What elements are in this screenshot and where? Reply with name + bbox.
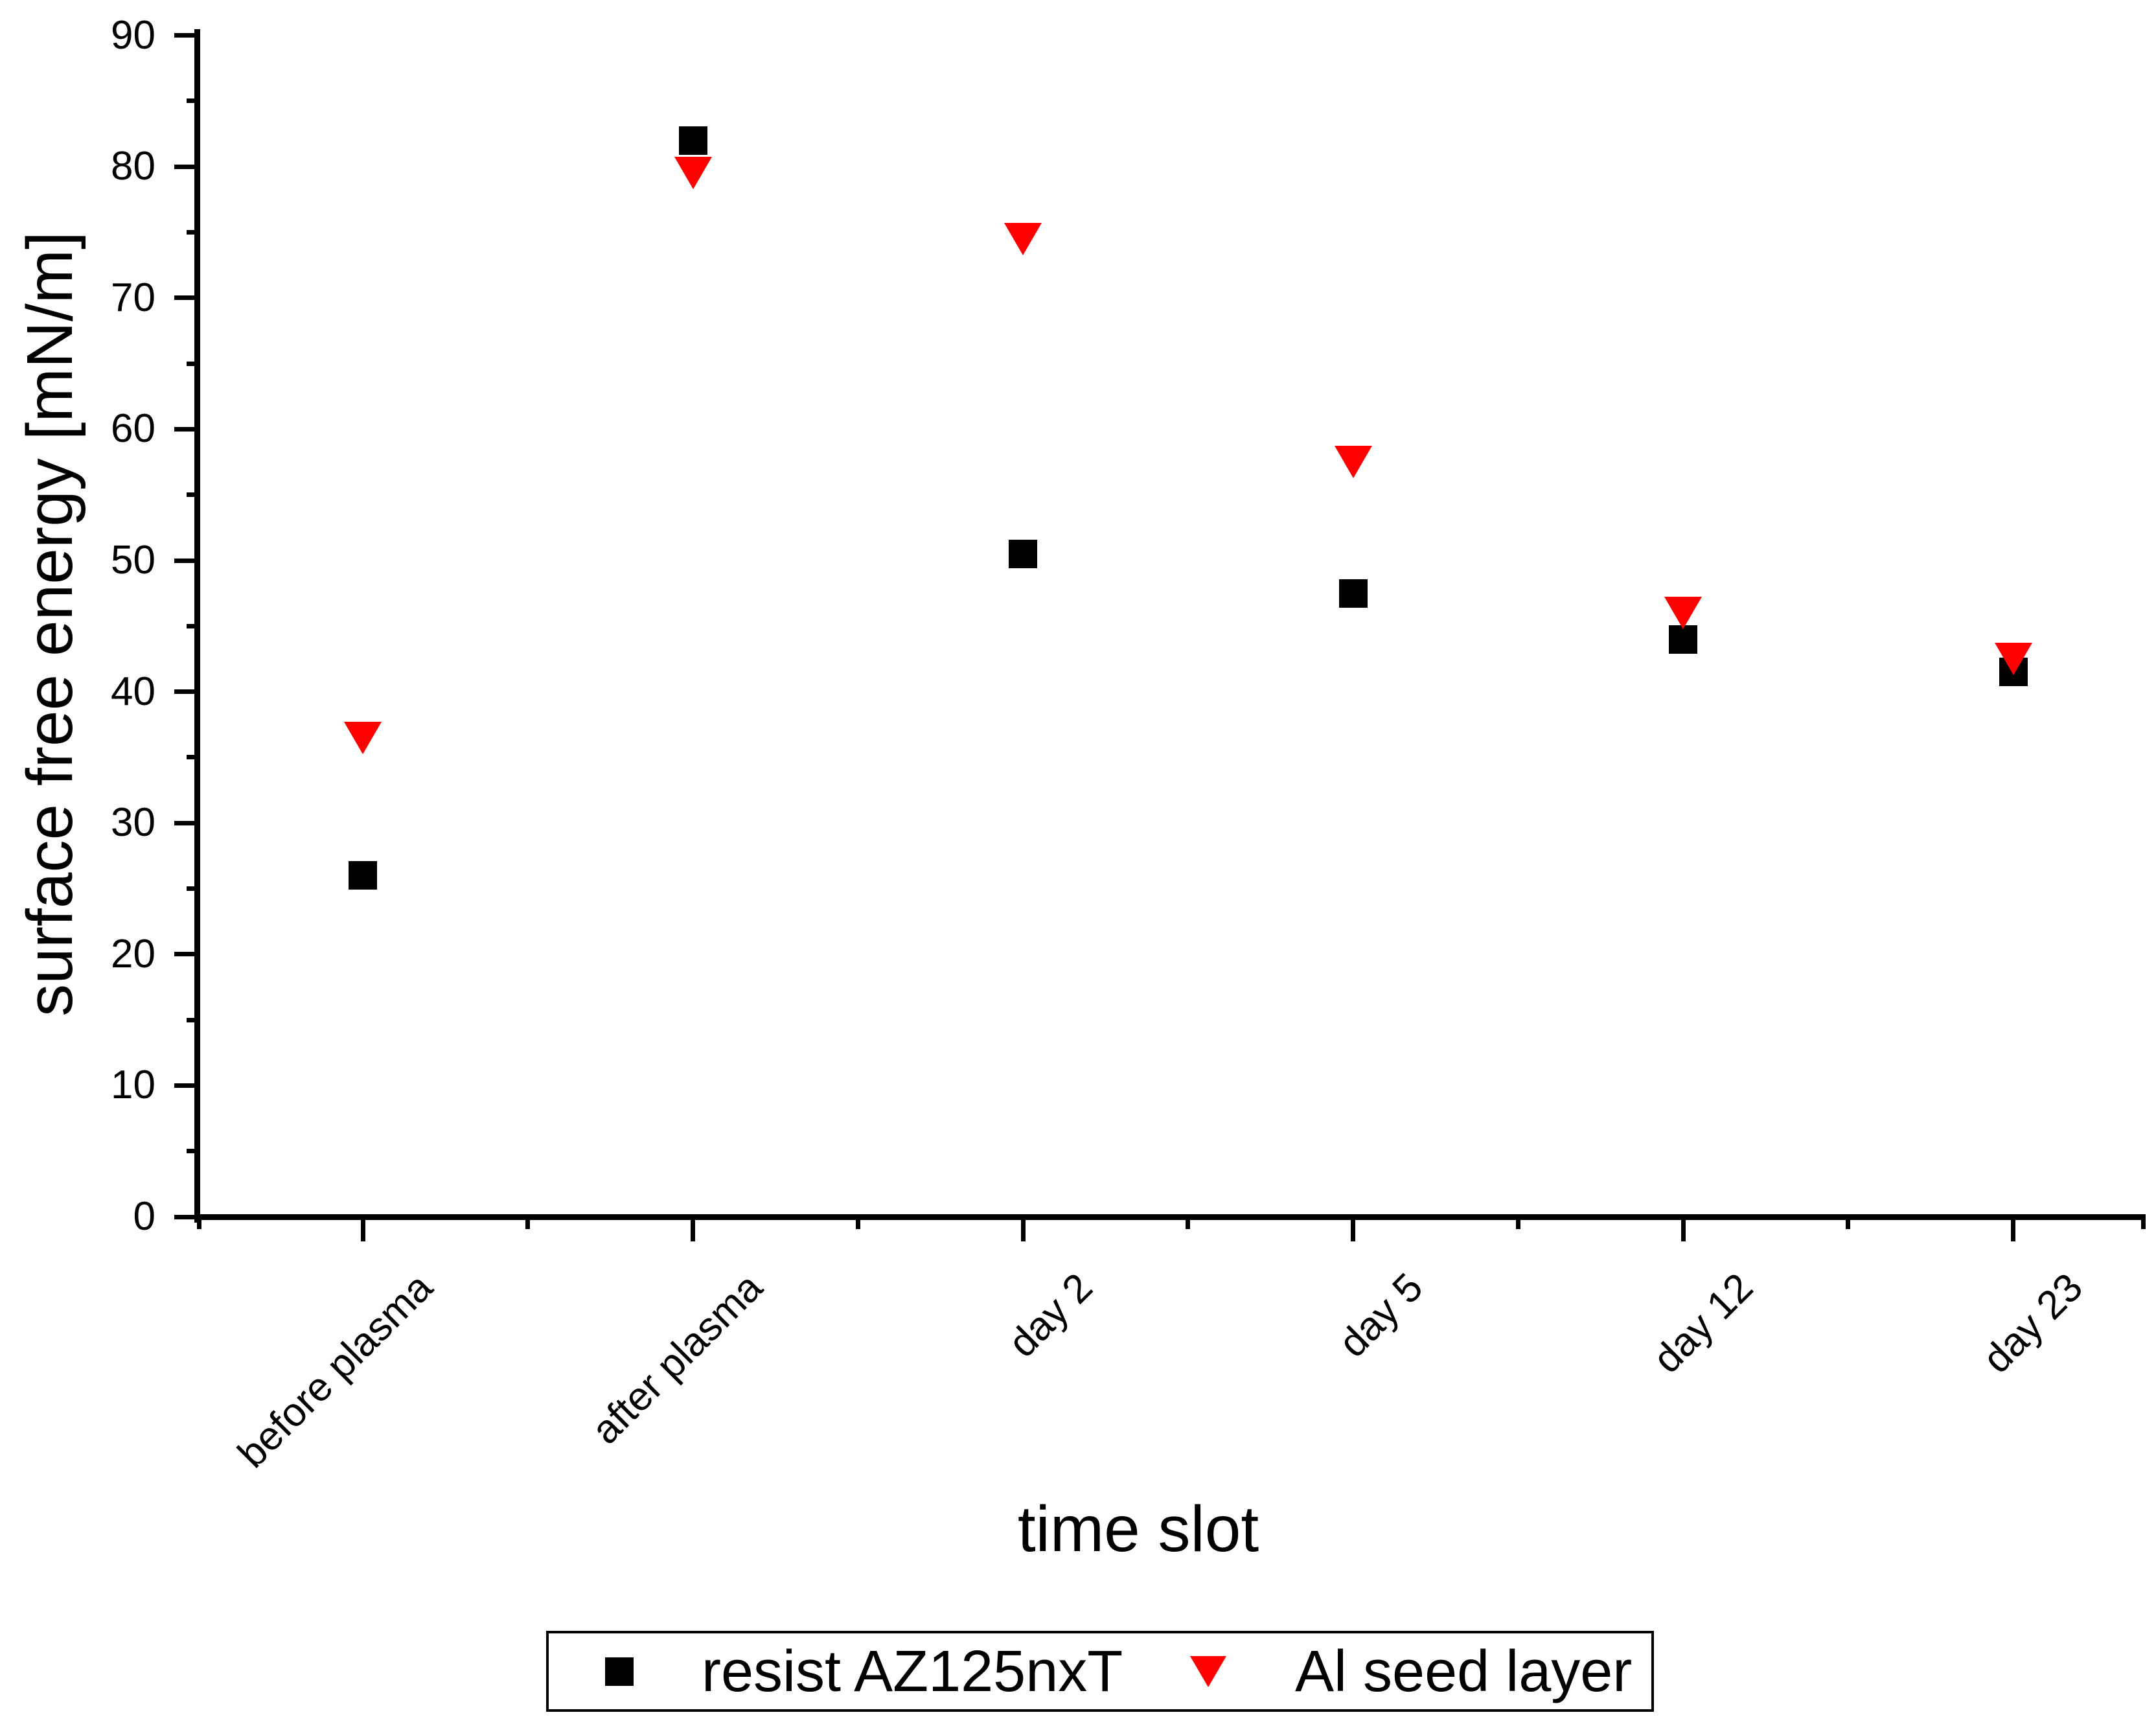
x-minor-tick — [525, 1219, 531, 1229]
x-category-label: after plasma — [583, 1265, 772, 1453]
y-minor-tick — [187, 755, 198, 760]
x-minor-tick — [2140, 1219, 2146, 1229]
y-minor-tick — [187, 623, 198, 628]
y-minor-tick — [187, 1149, 198, 1154]
y-major-tick — [174, 689, 198, 695]
data-point-square — [1669, 625, 1697, 654]
x-category-label: day 5 — [1330, 1265, 1432, 1366]
y-tick-label: 40 — [111, 669, 155, 714]
legend-label-resist: resist AZ125nxT — [702, 1639, 1123, 1704]
y-tick-label: 80 — [111, 144, 155, 189]
y-minor-tick — [187, 98, 198, 104]
x-major-tick — [360, 1219, 365, 1241]
y-major-tick — [174, 295, 198, 301]
y-tick-label: 70 — [111, 275, 155, 320]
y-major-tick — [174, 33, 198, 38]
data-point-triangle-down — [674, 157, 712, 190]
x-major-tick — [1351, 1219, 1355, 1241]
data-point-square — [678, 126, 707, 155]
y-axis-title: surface free energy [mN/m] — [14, 231, 86, 1017]
legend-box: resist AZ125nxT Al seed layer — [546, 1631, 1654, 1712]
y-major-tick — [174, 820, 198, 825]
y-major-tick — [174, 558, 198, 563]
y-tick-label: 10 — [111, 1063, 155, 1108]
y-tick-label: 0 — [133, 1194, 155, 1239]
y-minor-tick — [187, 1017, 198, 1022]
y-minor-tick — [187, 230, 198, 235]
y-minor-tick — [187, 492, 198, 498]
legend-marker-square — [605, 1657, 634, 1686]
y-minor-tick — [187, 886, 198, 891]
x-minor-tick — [1186, 1219, 1191, 1229]
y-major-tick — [174, 1214, 198, 1219]
x-minor-tick — [196, 1219, 201, 1229]
data-point-triangle-down — [1004, 222, 1042, 255]
x-minor-tick — [1515, 1219, 1520, 1229]
y-tick-label: 50 — [111, 538, 155, 582]
y-major-tick — [174, 426, 198, 432]
data-point-square — [1009, 539, 1037, 568]
x-category-label: before plasma — [229, 1265, 441, 1477]
x-category-label: day 23 — [1975, 1265, 2092, 1382]
legend-marker-triangle-down — [1190, 1655, 1226, 1687]
legend-label-al-seed: Al seed layer — [1295, 1639, 1633, 1704]
x-major-tick — [1020, 1219, 1026, 1241]
x-minor-tick — [1846, 1219, 1851, 1229]
data-point-triangle-down — [1664, 597, 1702, 630]
x-major-tick — [1680, 1219, 1686, 1241]
y-major-tick — [174, 164, 198, 169]
x-major-tick — [2011, 1219, 2015, 1241]
data-point-triangle-down — [1994, 642, 2032, 675]
x-minor-tick — [855, 1219, 860, 1229]
x-axis-line — [194, 1214, 2146, 1220]
y-major-tick — [174, 952, 198, 957]
y-tick-label: 60 — [111, 406, 155, 452]
x-category-label: day 2 — [1000, 1265, 1101, 1366]
x-axis-title: time slot — [1017, 1493, 1259, 1565]
y-tick-label: 90 — [111, 12, 155, 58]
y-minor-tick — [187, 361, 198, 366]
data-point-square — [349, 861, 377, 890]
data-point-triangle-down — [1334, 446, 1372, 479]
x-major-tick — [691, 1219, 695, 1241]
y-major-tick — [174, 1083, 198, 1088]
x-category-label: day 12 — [1644, 1265, 1761, 1382]
y-tick-label: 20 — [111, 931, 155, 976]
data-point-square — [1338, 579, 1368, 608]
y-tick-label: 30 — [111, 800, 155, 846]
data-point-triangle-down — [344, 721, 382, 754]
